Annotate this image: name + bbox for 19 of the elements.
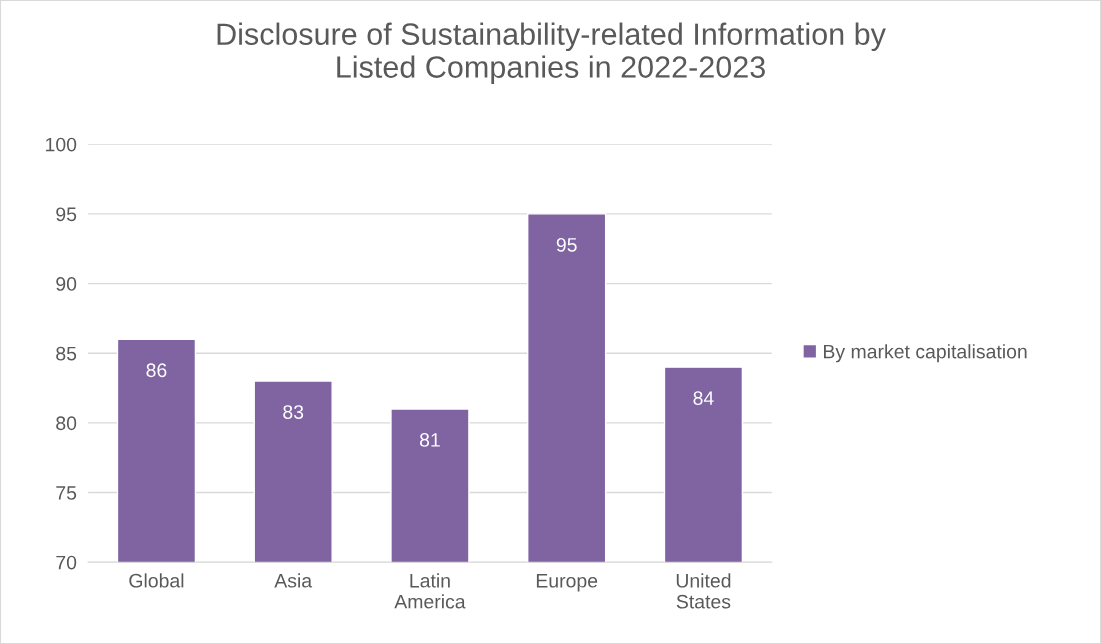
data-label: 81 (419, 433, 440, 447)
x-tick-label: Global (129, 573, 184, 588)
y-tick-label: 85 (56, 346, 77, 361)
data-label: 84 (693, 391, 714, 405)
x-tick-label: Europe (536, 574, 598, 592)
y-tick-label: 70 (56, 555, 77, 570)
y-tick-label: 75 (56, 486, 77, 500)
data-label: 83 (283, 405, 304, 419)
y-tick-label: 95 (56, 207, 77, 222)
y-tick-label: 80 (56, 416, 77, 431)
x-tick-label: United States (676, 573, 731, 609)
chart-title: Disclosure of Sustainability-related Information by Listed Companies in 2022-2023 (217, 22, 886, 84)
legend-label: By market capitalisation (824, 344, 1027, 363)
data-label: 95 (556, 237, 577, 252)
x-tick-label: Asia (274, 573, 313, 588)
y-tick-label: 100 (46, 137, 77, 152)
data-label: 86 (146, 363, 167, 378)
x-tick-label: Latin America (394, 573, 466, 609)
y-tick-label: 90 (56, 277, 77, 291)
